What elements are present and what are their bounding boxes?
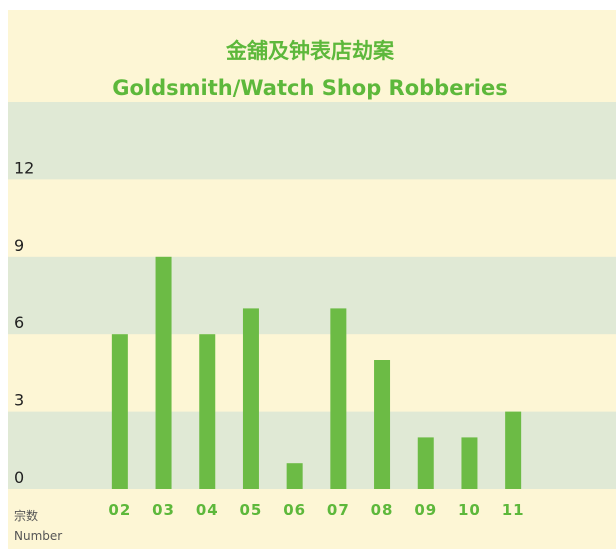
chart-title: 金舖及钟表店劫案	[225, 39, 395, 63]
bar	[155, 256, 172, 489]
bar	[111, 334, 128, 489]
bar	[461, 437, 478, 489]
x-tick-label: 04	[196, 501, 219, 519]
x-tick-label: 06	[283, 501, 306, 519]
x-tick-label: 02	[108, 501, 131, 519]
grid-band	[8, 256, 616, 335]
bar	[330, 308, 347, 489]
y-tick-label: 0	[14, 468, 24, 487]
bar	[417, 437, 434, 489]
y-tick-label: 3	[14, 391, 24, 410]
x-tick-label: 10	[458, 501, 481, 519]
x-tick-label: 05	[240, 501, 263, 519]
bar	[242, 308, 259, 489]
y-tick-label: 12	[14, 158, 34, 177]
y-axis-label: 宗数	[14, 508, 38, 523]
x-tick-label: 09	[414, 501, 437, 519]
x-tick-label: 03	[152, 501, 175, 519]
bar	[286, 463, 303, 489]
grid-band	[8, 102, 616, 180]
x-tick-label: 07	[327, 501, 350, 519]
bar	[199, 334, 216, 489]
grid-band	[8, 411, 616, 489]
y-axis-label: Number	[14, 529, 62, 543]
bar	[505, 411, 522, 489]
chart-subtitle: Goldsmith/Watch Shop Robberies	[112, 76, 508, 100]
y-tick-label: 9	[14, 236, 24, 255]
y-tick-label: 6	[14, 313, 24, 332]
x-tick-label: 08	[371, 501, 394, 519]
x-tick-label: 11	[502, 501, 525, 519]
bar	[374, 360, 391, 489]
